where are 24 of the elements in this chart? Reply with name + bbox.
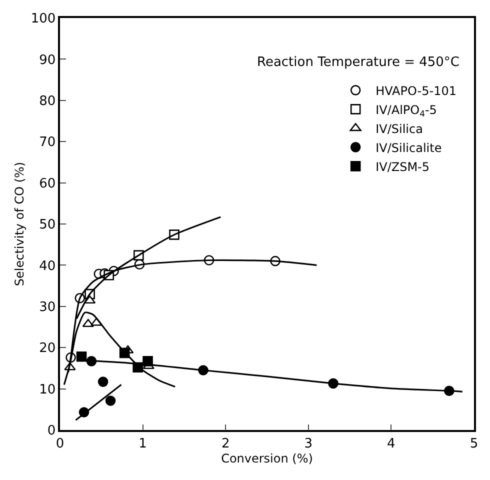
x-axis-title: Conversion (%) — [221, 452, 313, 466]
x-tick-label: 3 — [304, 436, 313, 452]
y-tick-label: 20 — [39, 341, 56, 356]
legend-label: IV/AlPO$_{4}$-5 — [376, 102, 437, 118]
y-tick-label: 50 — [39, 218, 56, 233]
legend-label: IV/ZSM-5 — [376, 160, 430, 174]
y-tick-label: 0 — [47, 424, 56, 439]
legend-label: IV/Silicalite — [376, 140, 442, 155]
y-tick-label: 90 — [39, 52, 56, 68]
legend-label: IV/Silica — [376, 122, 423, 136]
annotation: Reaction Temperature = 450°C — [257, 55, 460, 70]
x-tick-label: 5 — [470, 436, 478, 452]
y-tick-label: 30 — [39, 300, 56, 315]
x-tick-label: 2 — [221, 436, 230, 452]
legend-label: HVAPO-5-101 — [376, 84, 456, 98]
y-tick-label: 80 — [39, 94, 56, 109]
x-tick-label: 4 — [387, 436, 396, 452]
y-tick-label: 60 — [39, 176, 56, 192]
x-tick-label: 1 — [138, 436, 147, 452]
y-tick-label: 70 — [39, 135, 56, 150]
y-axis-title: Selectivity of CO (%) — [12, 162, 27, 286]
y-tick-label: 100 — [30, 12, 56, 27]
y-tick-label: 10 — [39, 382, 56, 398]
y-tick-label: 40 — [39, 258, 56, 274]
